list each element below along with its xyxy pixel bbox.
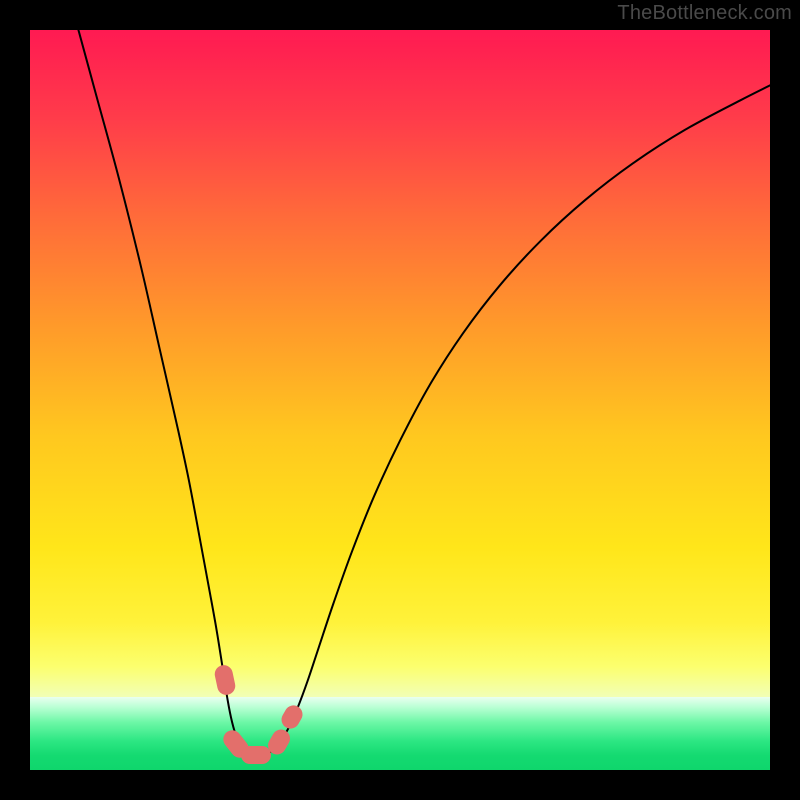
bottleneck-curve (74, 30, 770, 756)
frame: TheBottleneck.com (0, 0, 800, 800)
watermark-label: TheBottleneck.com (617, 2, 792, 25)
curve-svg (30, 30, 770, 770)
curve-marker-2 (241, 746, 271, 764)
plot-area (30, 30, 770, 770)
